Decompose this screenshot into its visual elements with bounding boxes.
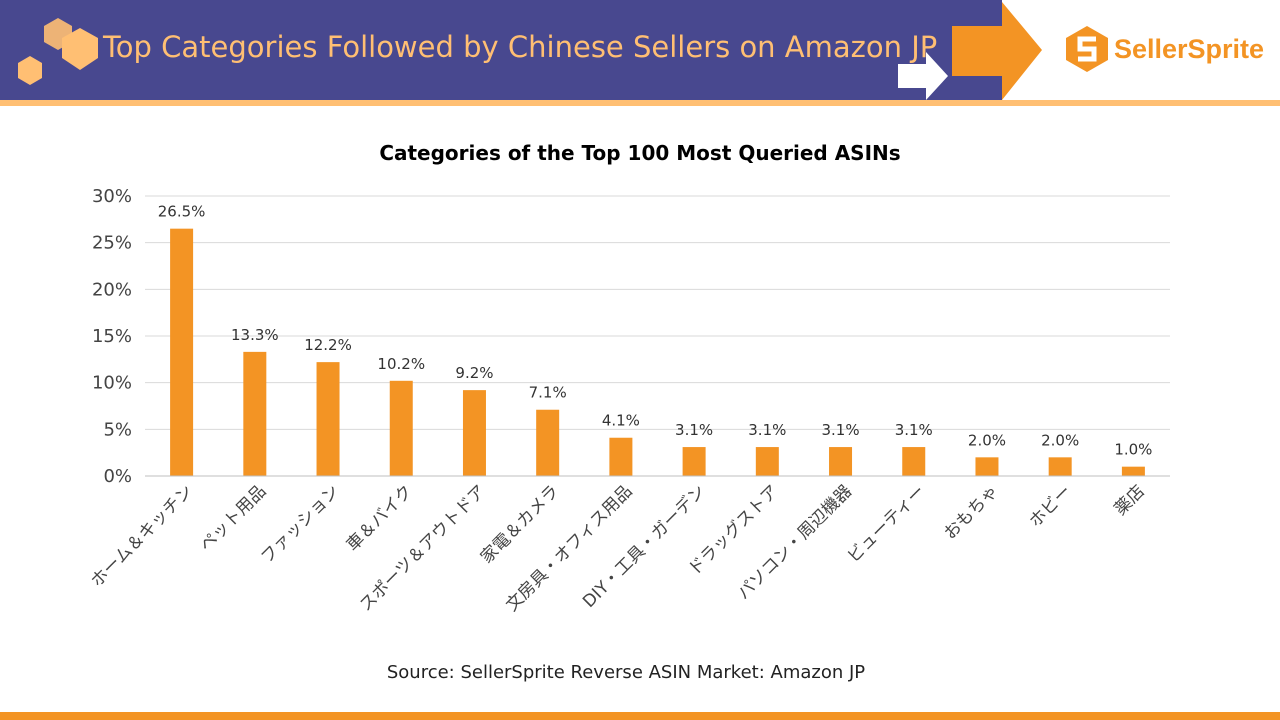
bar (609, 437, 633, 476)
logo: SellerSprite (1066, 26, 1264, 72)
header-decoration (18, 2, 1042, 100)
page-title: Top Categories Followed by Chinese Selle… (103, 30, 938, 64)
source-note: Source: SellerSprite Reverse ASIN Market… (386, 662, 866, 683)
bar (536, 409, 560, 476)
y-tick-label: 15% (92, 326, 132, 347)
x-tick-label: 薬店 (1111, 481, 1149, 519)
y-tick-label: 30% (92, 186, 132, 207)
y-tick-label: 5% (103, 419, 132, 440)
bar (170, 228, 194, 476)
data-label: 2.0% (1041, 431, 1079, 449)
x-tick-label: DIY・工具・ガーデン (578, 481, 709, 612)
x-tick-label: ホビー (1026, 481, 1076, 531)
data-label: 3.1% (821, 421, 859, 439)
data-label: 1.0% (1114, 441, 1152, 459)
hexagon-icon (62, 28, 98, 70)
data-label: 9.2% (455, 364, 493, 382)
bar (1121, 466, 1145, 476)
bar (243, 351, 267, 476)
bar (682, 447, 706, 476)
bar (829, 447, 853, 476)
arrow-icon (952, 2, 1042, 100)
hexagon-icon (18, 56, 42, 85)
bar (1048, 457, 1072, 476)
x-tick-label: 文房具・オフィス用品 (502, 481, 636, 615)
y-tick-label: 25% (92, 233, 132, 254)
data-label: 3.1% (895, 421, 933, 439)
data-label: 2.0% (968, 431, 1006, 449)
y-tick-label: 0% (103, 466, 132, 487)
data-label: 7.1% (529, 384, 567, 402)
data-label: 3.1% (748, 421, 786, 439)
data-label: 12.2% (304, 336, 352, 354)
data-label: 26.5% (158, 203, 206, 221)
data-label: 3.1% (675, 421, 713, 439)
header-banner (0, 0, 1002, 100)
bar (975, 457, 999, 476)
arrow-icon (898, 52, 948, 100)
data-label: 13.3% (231, 326, 279, 344)
x-tick-label: スポーツ＆アウトドア (356, 481, 490, 615)
x-tick-label: ファッション (257, 481, 343, 567)
sellersprite-logo-icon (1066, 26, 1108, 72)
bar (755, 447, 779, 476)
x-tick-label: ホーム＆キッチン (87, 481, 197, 591)
data-label: 4.1% (602, 412, 640, 430)
y-tick-label: 20% (92, 279, 132, 300)
bar (316, 362, 340, 476)
x-tick-label: ペット用品 (196, 481, 270, 555)
header-stripe (0, 100, 1280, 106)
y-tick-label: 10% (92, 373, 132, 394)
bar (902, 447, 926, 476)
x-tick-label: おもちゃ (940, 481, 1002, 543)
bar (462, 390, 486, 476)
footer-stripe (0, 712, 1280, 720)
chart-title: Categories of the Top 100 Most Queried A… (379, 141, 901, 165)
x-tick-label: ビューティー (844, 481, 930, 567)
data-label: 10.2% (377, 355, 425, 373)
bar (389, 380, 413, 476)
x-tick-label: 車＆バイク (343, 481, 417, 555)
